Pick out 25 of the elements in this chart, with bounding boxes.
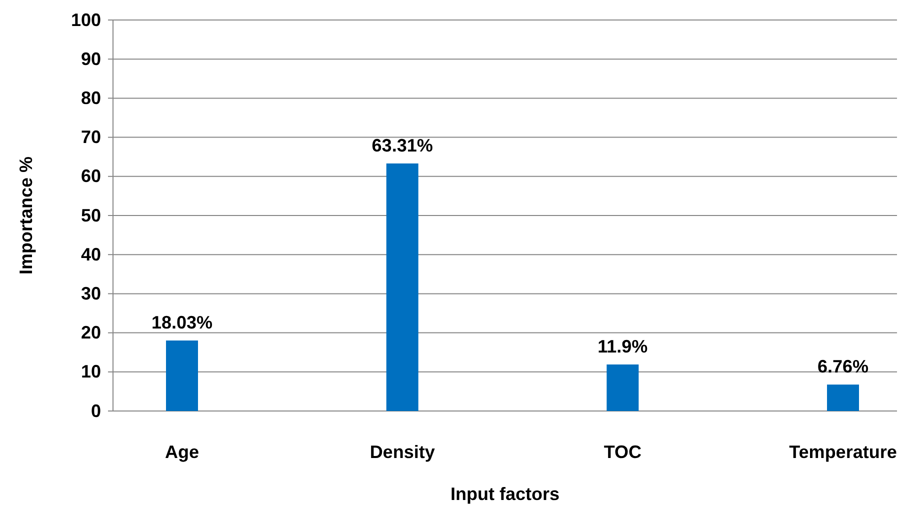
- x-tick-label: Temperature: [789, 442, 897, 462]
- data-label: 18.03%: [151, 312, 213, 333]
- y-tick-label: 80: [80, 88, 101, 108]
- x-tick-label: Age: [164, 442, 200, 462]
- y-tick-label: 0: [90, 400, 101, 421]
- y-tick-label: 20: [80, 322, 101, 343]
- y-tick-label: 50: [80, 205, 101, 226]
- y-tick-label: 30: [80, 283, 101, 304]
- x-tick-label: TOC: [604, 442, 642, 462]
- data-label: 11.9%: [598, 336, 648, 356]
- y-tick-label: 60: [80, 166, 101, 186]
- data-label: 6.76%: [817, 356, 869, 377]
- x-axis-title: Input factors: [450, 484, 560, 504]
- y-tick-label: 10: [80, 362, 101, 382]
- bar: [166, 340, 198, 411]
- bar: [827, 384, 859, 411]
- data-label: 63.31%: [372, 135, 433, 156]
- y-tick-label: 100: [70, 10, 101, 30]
- bar: [386, 163, 418, 411]
- bar: [606, 364, 639, 411]
- y-tick-label: 90: [80, 48, 101, 69]
- y-tick-label: 40: [80, 244, 101, 264]
- y-axis-title: Importance %: [16, 156, 36, 275]
- y-tick-label: 70: [80, 127, 101, 148]
- x-tick-label: Density: [370, 442, 435, 462]
